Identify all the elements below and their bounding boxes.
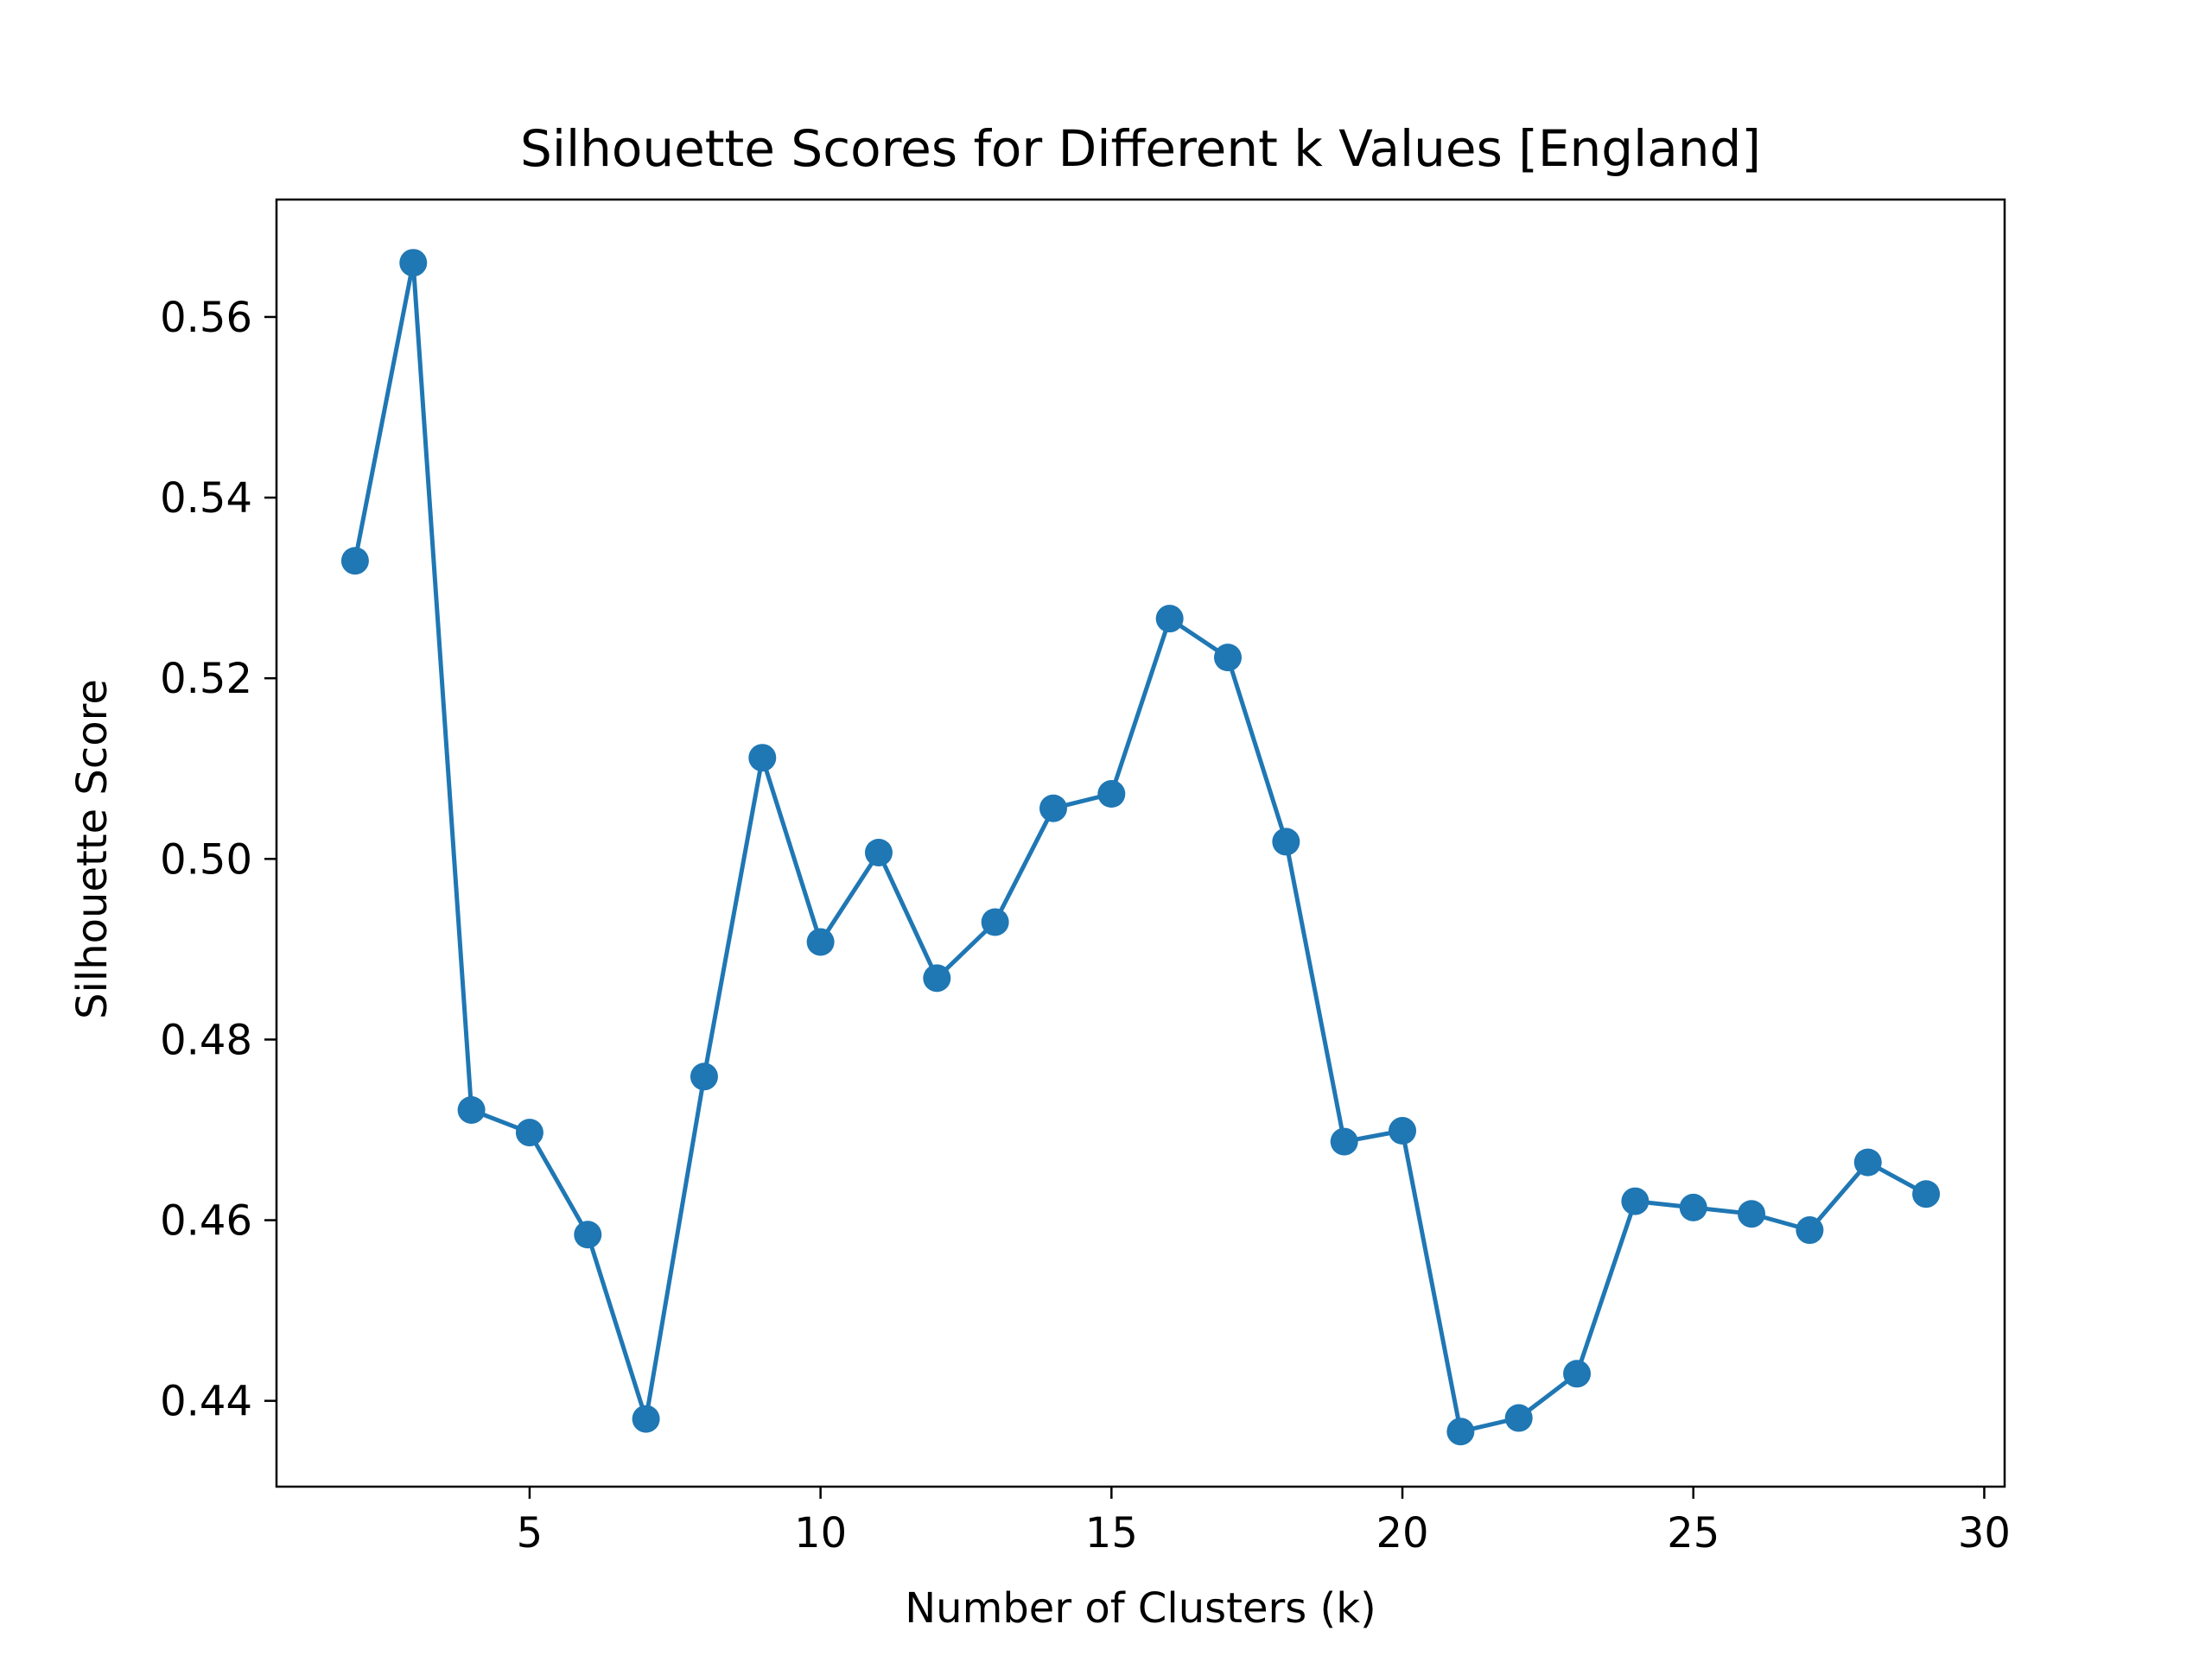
x-axis-ticks: 5 10 15 20 25 30 [517,1487,2011,1557]
data-point [1912,1180,1941,1208]
y-tick-label: 0.52 [160,655,252,703]
y-tick-label: 0.48 [160,1016,252,1064]
y-axis-label: Silhouette Score [68,679,117,1019]
x-tick-label: 15 [1085,1509,1138,1557]
data-point [1330,1127,1358,1156]
data-point [981,908,1009,936]
data-point [1272,828,1300,856]
data-point [1679,1193,1707,1221]
x-tick-label: 10 [794,1509,847,1557]
data-point [748,744,777,772]
data-point [690,1063,718,1091]
series-line [353,260,1929,1434]
data-point [1504,1404,1533,1432]
data-point [1097,780,1126,809]
data-point [1738,1200,1766,1228]
data-point [1446,1418,1475,1446]
x-tick-label: 25 [1667,1509,1719,1557]
x-tick-label: 20 [1376,1509,1428,1557]
data-point [340,547,369,575]
data-point [864,838,893,866]
data-point [1796,1216,1824,1245]
y-tick-label: 0.50 [160,835,252,884]
data-point [399,249,428,277]
data-point [806,928,835,956]
data-point [1389,1117,1417,1145]
chart-title: Silhouette Scores for Different k Values… [520,119,1761,178]
plot-area-frame [275,198,2006,1488]
data-point [1039,794,1067,822]
data-point [515,1119,543,1147]
data-point [1853,1148,1882,1177]
y-tick-label: 0.54 [160,474,252,523]
y-tick-label: 0.56 [160,294,252,342]
data-point [1214,644,1243,672]
data-point [632,1405,660,1433]
y-tick-label: 0.46 [160,1197,252,1246]
y-tick-label: 0.44 [160,1378,252,1426]
data-point [1621,1187,1649,1215]
series-layer [340,249,1941,1446]
data-point [574,1221,602,1249]
x-tick-label: 5 [517,1509,543,1557]
data-point [1563,1360,1592,1388]
data-point [457,1095,486,1124]
data-point [923,964,951,993]
y-axis-ticks: 0.44 0.46 0.48 0.50 0.52 0.54 0.56 [160,294,276,1426]
data-point [1155,605,1184,633]
x-tick-label: 30 [1958,1509,2011,1557]
x-axis-label: Number of Clusters (k) [905,1584,1376,1633]
